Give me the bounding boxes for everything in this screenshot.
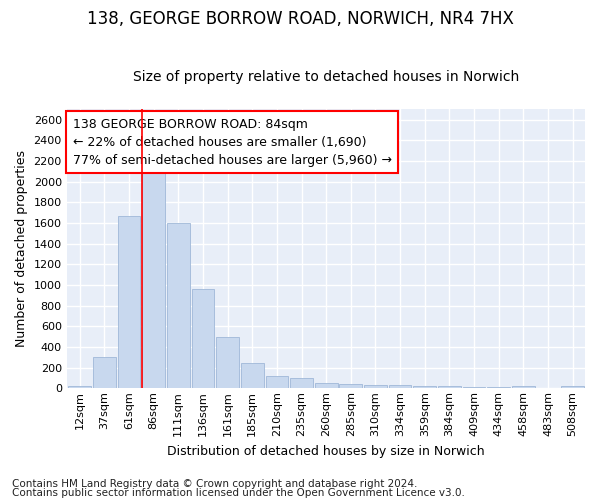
Text: Contains public sector information licensed under the Open Government Licence v3: Contains public sector information licen… [12,488,465,498]
Bar [118,216,140,388]
Bar [340,384,362,388]
Bar [512,386,535,388]
Bar [266,376,288,388]
Bar [93,358,116,388]
Bar [463,387,485,388]
Bar [241,362,263,388]
Bar [191,289,214,388]
Bar [167,223,190,388]
Title: Size of property relative to detached houses in Norwich: Size of property relative to detached ho… [133,70,520,85]
Bar [562,386,584,388]
Bar [68,386,91,388]
Bar [290,378,313,388]
Bar [364,386,387,388]
Bar [216,336,239,388]
Y-axis label: Number of detached properties: Number of detached properties [15,150,28,348]
Bar [413,386,436,388]
X-axis label: Distribution of detached houses by size in Norwich: Distribution of detached houses by size … [167,444,485,458]
Text: Contains HM Land Registry data © Crown copyright and database right 2024.: Contains HM Land Registry data © Crown c… [12,479,418,489]
Bar [438,386,461,388]
Text: 138 GEORGE BORROW ROAD: 84sqm
← 22% of detached houses are smaller (1,690)
77% o: 138 GEORGE BORROW ROAD: 84sqm ← 22% of d… [73,118,392,166]
Bar [142,167,165,388]
Text: 138, GEORGE BORROW ROAD, NORWICH, NR4 7HX: 138, GEORGE BORROW ROAD, NORWICH, NR4 7H… [86,10,514,28]
Bar [315,383,338,388]
Bar [389,386,412,388]
